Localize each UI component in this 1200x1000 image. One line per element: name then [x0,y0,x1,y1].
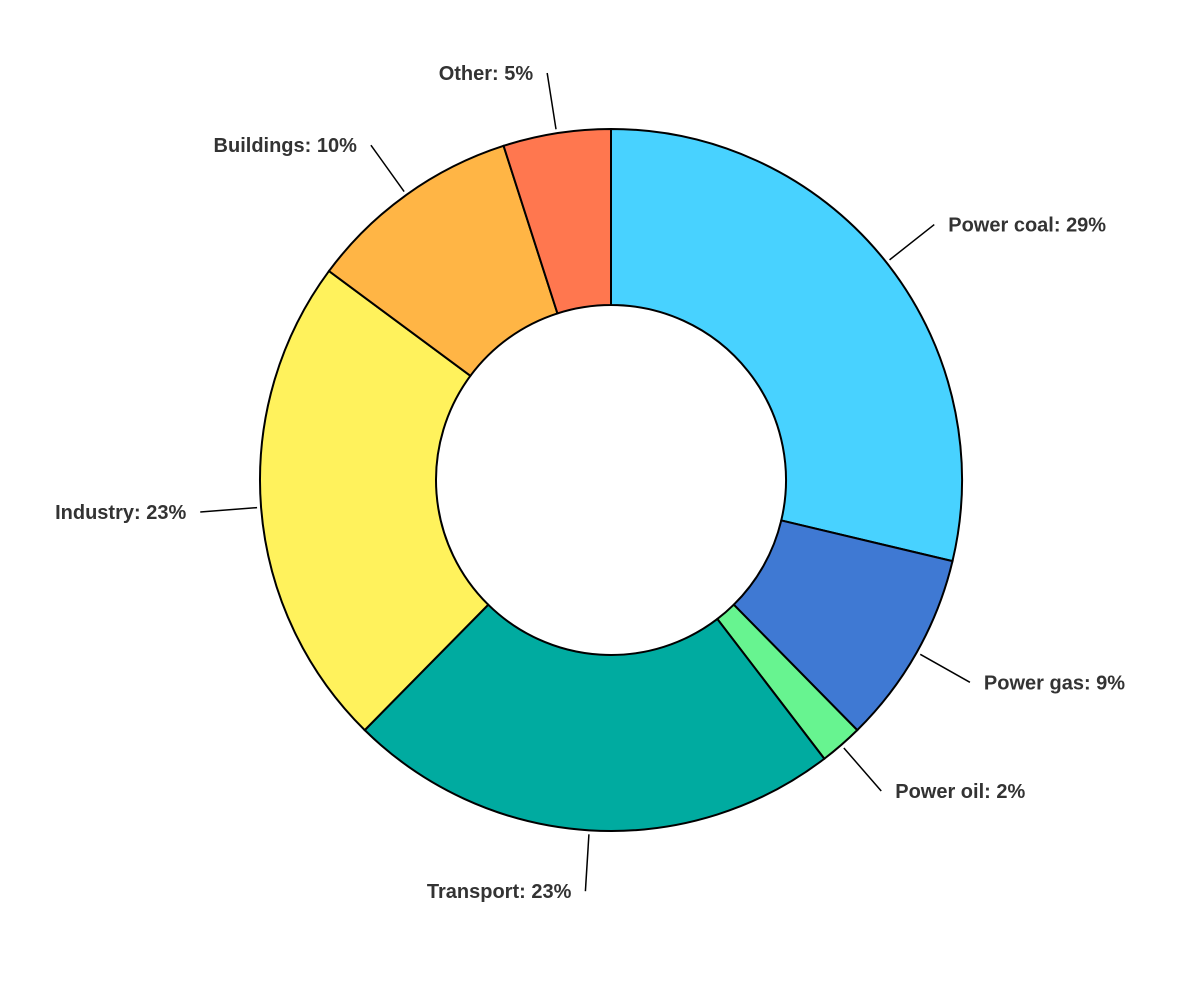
slice-labels: Power coal: 29% Power gas: 9% Power oil: 2… [55,63,1125,903]
leader-line-power-oil [843,747,882,792]
leader-line-other [546,72,557,130]
leader-line-transport [584,834,590,892]
slice-label-power-gas: Power gas: 9% [984,672,1125,694]
leader-line-power-gas [919,653,971,683]
slice-transport [363,603,826,832]
slice-label-transport: Transport: 23% [427,881,572,903]
slice-label-power-coal: Power coal: 29% [948,215,1106,237]
slice-label-other: Other: 5% [439,63,534,85]
leader-line-power-coal [889,223,935,261]
donut-slices [259,127,963,832]
label-leader-lines [200,72,971,892]
leader-line-buildings [370,144,405,192]
slice-industry [259,269,490,732]
slice-label-buildings: Buildings: 10% [214,135,358,157]
slice-label-power-oil: Power oil: 2% [895,781,1025,803]
slice-label-industry: Industry: 23% [55,502,186,524]
leader-line-industry [200,506,258,513]
slice-other [502,127,612,315]
slice-power-coal [610,127,963,563]
